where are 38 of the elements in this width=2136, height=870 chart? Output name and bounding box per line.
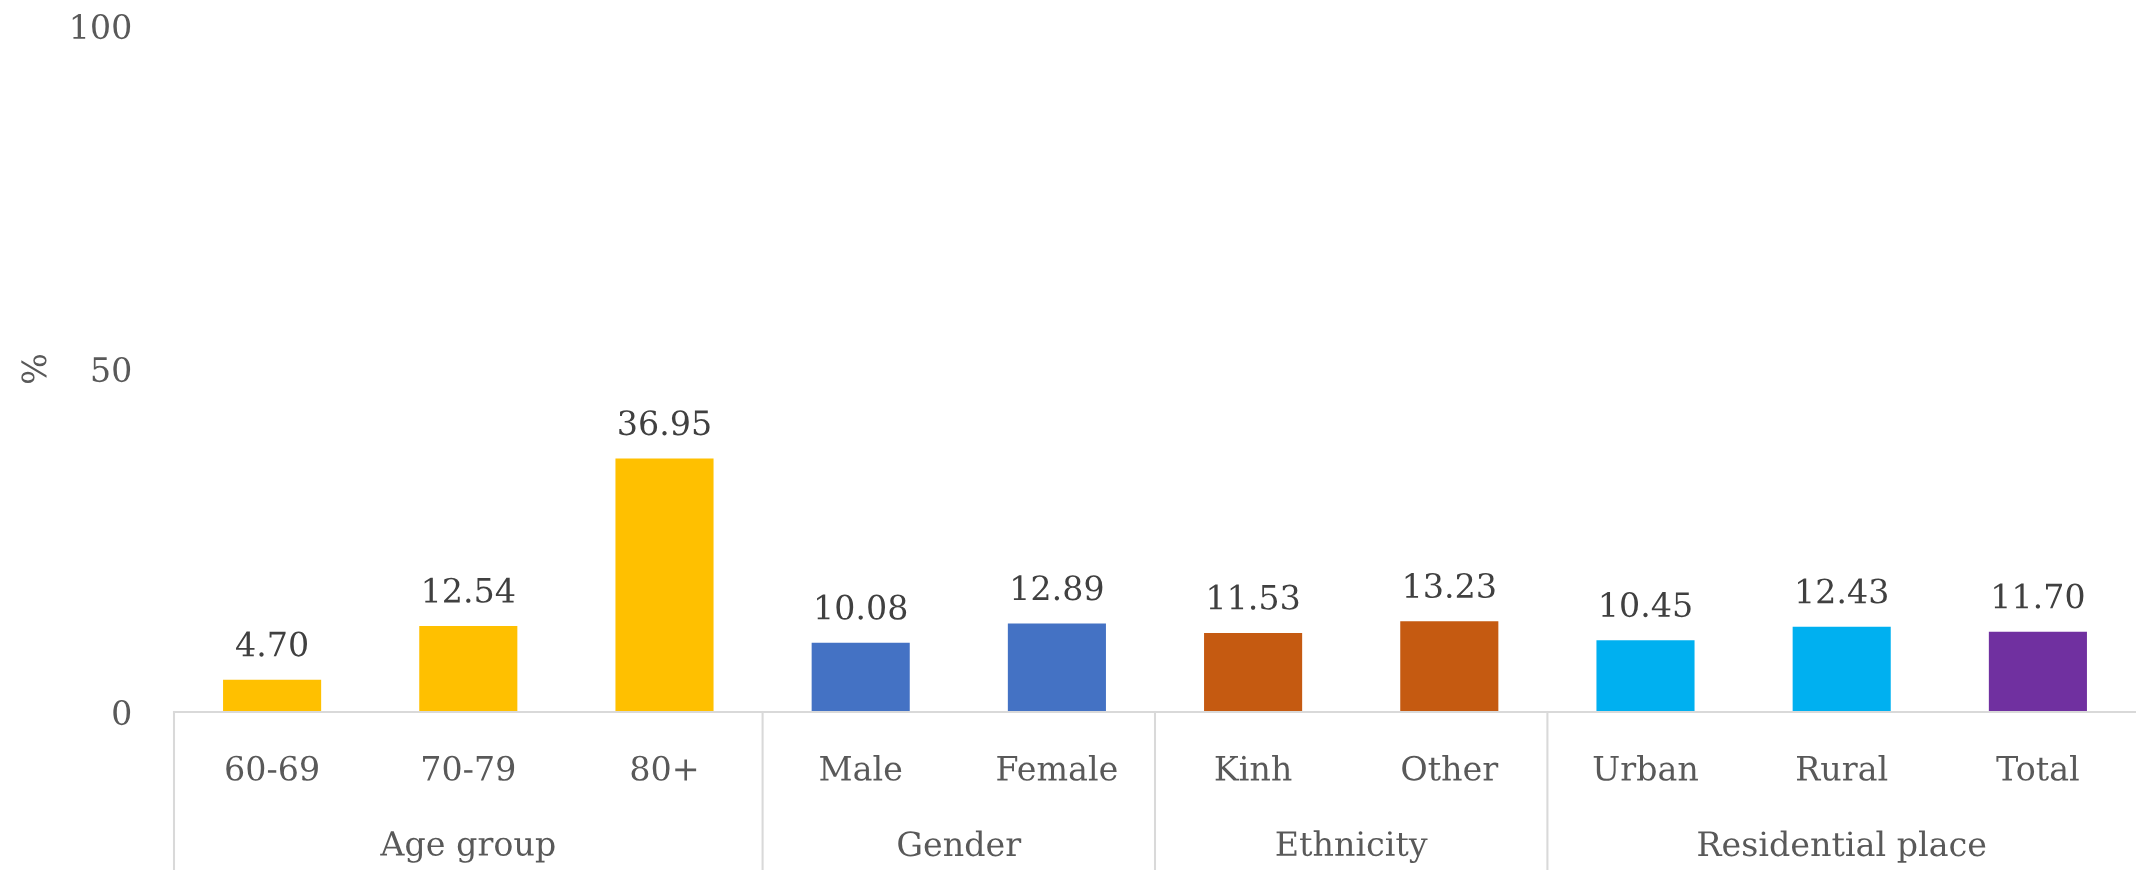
data-label: 13.23	[1405, 572, 1495, 599]
x-tick-label: Kinh	[1215, 755, 1292, 781]
data-label: 11.53	[1209, 584, 1299, 610]
x-tick-label: 60-69	[226, 755, 318, 781]
bar	[811, 642, 910, 712]
y-tick-label: 50	[92, 356, 131, 383]
y-tick-label: 0	[113, 699, 131, 726]
x-tick-label: Rural	[1797, 755, 1888, 781]
bar	[223, 679, 322, 712]
x-tick-label: 80+	[631, 755, 697, 781]
bar	[1400, 621, 1499, 712]
x-tick-label: Male	[820, 755, 902, 781]
bar	[1596, 640, 1695, 712]
data-label: 12.89	[1013, 575, 1103, 601]
bar	[1792, 626, 1891, 712]
bar	[1007, 623, 1106, 712]
y-axis-title: %	[21, 355, 47, 383]
data-label: 4.70	[236, 631, 307, 657]
x-tick-label: 70-79	[423, 755, 515, 781]
data-label: 10.08	[817, 594, 907, 620]
bar	[615, 458, 714, 712]
text: Gender	[898, 830, 1022, 857]
text: Residential place	[1698, 830, 1986, 863]
data-label: 12.54	[424, 577, 515, 603]
x-tick-label: Total	[1996, 755, 2079, 781]
data-label: 12.43	[1798, 578, 1887, 604]
data-label: 11.70	[1994, 583, 2084, 609]
data-label: 36.95	[619, 410, 710, 436]
bar	[1204, 632, 1303, 712]
x-tick-label: Female	[997, 755, 1117, 781]
data-label: 10.45	[1601, 591, 1691, 618]
x-tick-label: Urban	[1593, 755, 1698, 781]
text: Age group	[380, 831, 555, 863]
bar	[419, 625, 518, 712]
text: Ethnicity	[1276, 830, 1428, 864]
y-tick-label: 100	[72, 13, 131, 40]
bar	[1988, 631, 2087, 712]
x-tick-label: Other	[1402, 755, 1499, 781]
